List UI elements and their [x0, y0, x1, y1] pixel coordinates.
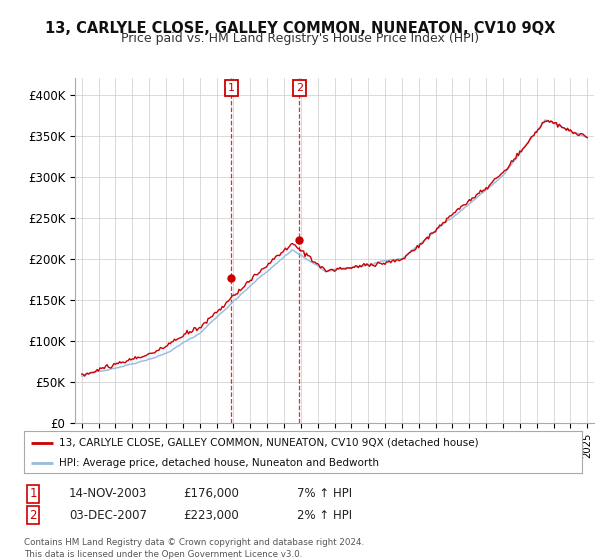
Text: £176,000: £176,000: [183, 487, 239, 501]
Text: 14-NOV-2003: 14-NOV-2003: [69, 487, 148, 501]
Text: Contains HM Land Registry data © Crown copyright and database right 2024.
This d: Contains HM Land Registry data © Crown c…: [24, 538, 364, 559]
Text: 03-DEC-2007: 03-DEC-2007: [69, 508, 147, 522]
Text: 13, CARLYLE CLOSE, GALLEY COMMON, NUNEATON, CV10 9QX: 13, CARLYLE CLOSE, GALLEY COMMON, NUNEAT…: [45, 21, 555, 36]
Text: £223,000: £223,000: [183, 508, 239, 522]
Text: 2: 2: [29, 508, 37, 522]
Text: 13, CARLYLE CLOSE, GALLEY COMMON, NUNEATON, CV10 9QX (detached house): 13, CARLYLE CLOSE, GALLEY COMMON, NUNEAT…: [59, 438, 478, 448]
Text: 1: 1: [29, 487, 37, 501]
Text: 2: 2: [296, 83, 303, 94]
Text: 7% ↑ HPI: 7% ↑ HPI: [297, 487, 352, 501]
Text: Price paid vs. HM Land Registry's House Price Index (HPI): Price paid vs. HM Land Registry's House …: [121, 32, 479, 45]
Text: 1: 1: [228, 83, 235, 94]
Text: 2% ↑ HPI: 2% ↑ HPI: [297, 508, 352, 522]
Text: HPI: Average price, detached house, Nuneaton and Bedworth: HPI: Average price, detached house, Nune…: [59, 458, 379, 468]
